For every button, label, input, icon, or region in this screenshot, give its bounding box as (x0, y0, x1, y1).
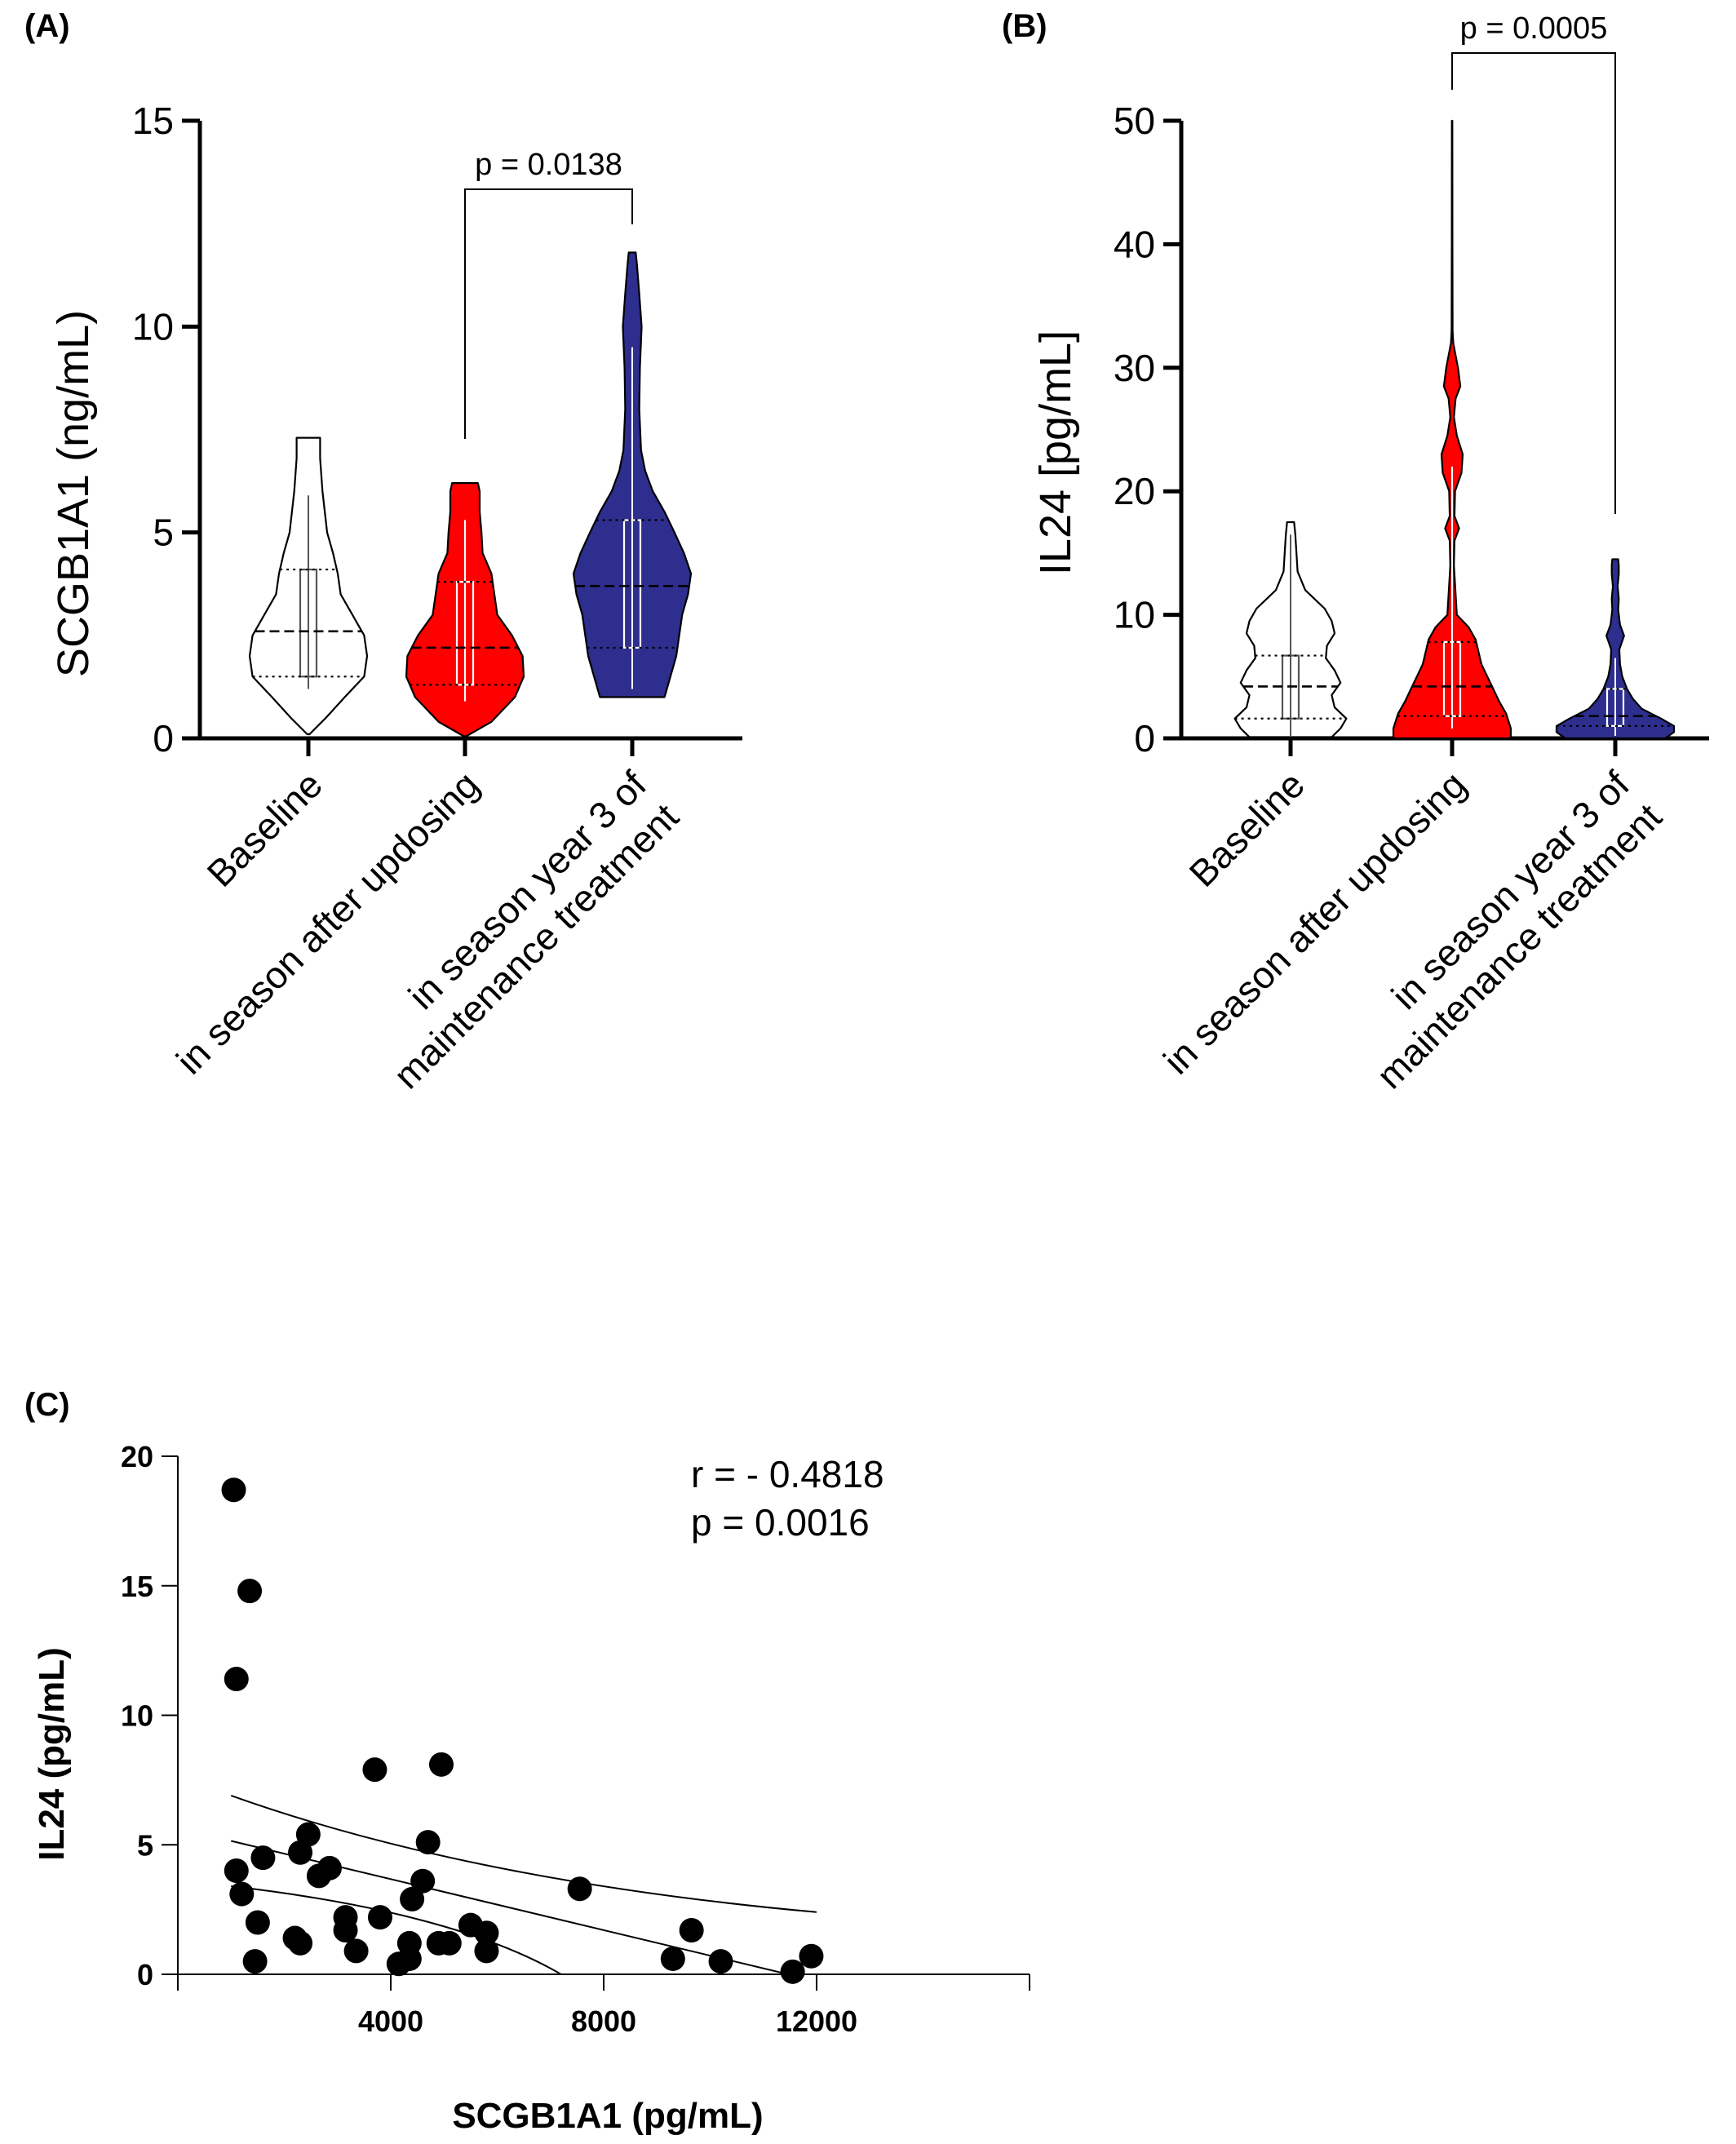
B-y-tick-label-1: 10 (1114, 594, 1155, 636)
c-data-point (224, 1858, 249, 1883)
B-y-tick-label-0: 0 (1134, 717, 1155, 760)
panel-c-label: (C) (24, 1387, 70, 1423)
B-y-tick-label-3: 30 (1114, 347, 1155, 389)
A-x-tick-label-0: Baseline (199, 763, 331, 895)
B-y-tick-label-5: 50 (1114, 100, 1155, 142)
c-ci-upper-line (230, 1794, 817, 1913)
c-ci-lower-line (231, 1885, 562, 1975)
c-data-point (237, 1579, 263, 1604)
panel-a-label: (A) (24, 8, 70, 44)
A-y-tick-label-0: 0 (153, 717, 174, 760)
c-x-tick-label-2: 12000 (776, 2004, 857, 2038)
c-data-point (250, 1845, 276, 1871)
A-comparison-p-value: p = 0.0138 (475, 148, 622, 182)
c-y-tick-label-0: 0 (137, 1958, 153, 1991)
B-comparison-p-value: p = 0.0005 (1460, 11, 1608, 46)
c-data-point (229, 1881, 255, 1907)
B-y-tick-label-2: 20 (1114, 470, 1155, 512)
c-data-point (474, 1938, 499, 1964)
c-x-tick-label-1: 8000 (571, 2004, 636, 2038)
B-violin-1 (1392, 119, 1512, 740)
panel-c-y-axis-title: IL24 (pg/mL) (32, 1647, 72, 1861)
A-x-tick-label-line: Baseline (199, 763, 331, 895)
B-x-tick-label-0: Baseline (1181, 763, 1313, 895)
c-data-point (245, 1910, 270, 1935)
c-y-tick-label-4: 20 (121, 1440, 153, 1473)
c-data-point (780, 1959, 805, 1984)
c-data-point (660, 1946, 685, 1971)
c-data-point (343, 1938, 369, 1964)
c-data-point (288, 1930, 313, 1956)
c-data-point (415, 1830, 441, 1855)
B-comparison-bracket (1451, 52, 1616, 514)
A-x-tick-label-2: in season year 3 ofmaintenance treatment (353, 763, 687, 1096)
panel-c-x-axis-title: SCGB1A1 (pg/mL) (452, 2096, 763, 2136)
c-data-point (400, 1886, 425, 1911)
c-x-tick-label-0: 4000 (358, 2004, 423, 2038)
c-data-point (567, 1876, 592, 1902)
correlation-p-label: p = 0.0016 (691, 1501, 870, 1544)
c-data-point (679, 1918, 704, 1943)
panel-b-label: (B) (1002, 8, 1047, 44)
c-data-point (333, 1918, 358, 1943)
c-data-point (396, 1930, 422, 1956)
c-y-tick-label-3: 15 (121, 1570, 153, 1603)
c-data-point (295, 1822, 321, 1847)
A-box-2 (622, 519, 642, 649)
B-x-tick-label-line: Baseline (1181, 763, 1313, 895)
c-data-point (242, 1949, 268, 1974)
B-x-tick-label-2: in season year 3 ofmaintenance treatment (1336, 763, 1670, 1096)
c-data-point (474, 1920, 499, 1946)
A-comparison-bracket (464, 188, 633, 439)
c-data-point (221, 1477, 246, 1503)
panel-c: (C) IL24 (pg/mL) SCGB1A1 (pg/mL) r = - 0… (24, 1387, 1030, 2136)
c-data-point (428, 1752, 454, 1777)
panel-a: (A) SCGB1A1 (ng/mL) 0 5 10 15 p = 0.0138 Ba… (24, 8, 742, 1096)
c-data-point (317, 1855, 342, 1880)
B-box-1 (1442, 640, 1462, 717)
panel-a-y-axis-title: SCGB1A1 (ng/mL) (49, 310, 98, 677)
A-y-tick-label-2: 10 (132, 305, 174, 348)
c-data-point (362, 1757, 388, 1783)
c-data-point (367, 1905, 392, 1930)
B-violin-2 (1555, 558, 1676, 740)
c-y-tick-label-2: 10 (121, 1699, 153, 1733)
correlation-r-label: r = - 0.4818 (691, 1453, 884, 1495)
c-data-point (799, 1943, 824, 1969)
A-y-tick-label-3: 15 (132, 100, 174, 142)
c-regression-line (231, 1840, 789, 1975)
c-data-point (410, 1868, 436, 1894)
c-data-point (224, 1667, 249, 1692)
c-data-point (436, 1930, 462, 1956)
c-y-tick-label-1: 5 (137, 1828, 153, 1862)
panel-b-y-axis-title: IL24 [pg/mL] (1031, 330, 1080, 575)
B-y-tick-label-4: 40 (1114, 223, 1155, 265)
c-data-point (708, 1949, 733, 1974)
A-y-tick-label-1: 5 (153, 512, 174, 554)
